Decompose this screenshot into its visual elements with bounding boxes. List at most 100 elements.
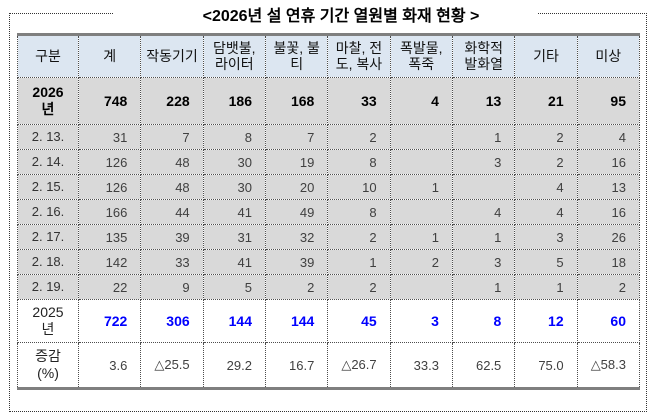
- table-row: 2. 15. 126 48 30 20 10 1 4 13: [17, 174, 641, 200]
- data-cell: 19: [264, 149, 329, 175]
- data-cell: 3: [451, 249, 516, 275]
- data-cell: 33.3: [389, 342, 453, 389]
- data-cell: 9: [140, 274, 204, 300]
- data-cell: 1: [451, 224, 516, 250]
- data-cell: 2: [264, 274, 329, 300]
- data-cell: 12: [514, 299, 578, 343]
- data-cell: 48: [140, 149, 204, 175]
- row-label: 2025년: [17, 299, 79, 343]
- data-cell: 8: [327, 149, 391, 175]
- data-cell: 48: [140, 174, 204, 200]
- table-row: 2026년 748 228 186 168 33 4 13 21 95: [17, 77, 641, 125]
- data-cell: 2: [576, 274, 641, 300]
- data-cell: 10: [327, 174, 391, 200]
- data-cell: 16.7: [264, 342, 329, 389]
- data-cell: [389, 149, 453, 175]
- data-cell: 126: [77, 174, 142, 200]
- data-cell: 39: [264, 249, 329, 275]
- row-label: 2. 14.: [17, 149, 79, 175]
- data-cell: [389, 274, 453, 300]
- data-cell: 1: [389, 224, 453, 250]
- data-cell: 2: [327, 124, 391, 150]
- table-row: 2025년 722 306 144 144 45 3 8 12 60: [17, 299, 641, 343]
- data-cell: 2: [327, 274, 391, 300]
- data-cell: 16: [576, 149, 641, 175]
- data-cell: 30: [202, 149, 266, 175]
- table-row: 2. 18. 142 33 41 39 1 2 3 5 18: [17, 249, 641, 275]
- table-body: 2026년 748 228 186 168 33 4 13 21 95 2. 13. 31 7 8 7 2 1 2…: [17, 77, 641, 389]
- table-row: 2. 17. 135 39 31 32 2 1 1 3 26: [17, 224, 641, 250]
- data-cell: 186: [202, 77, 266, 125]
- data-cell: 75.0: [514, 342, 578, 389]
- data-cell: 29.2: [202, 342, 266, 389]
- content-box: <2026년 설 연휴 기간 열원별 화재 현황 > 구분 계 작동기기 담뱃불, 라…: [9, 0, 647, 412]
- data-cell: 44: [140, 199, 204, 225]
- data-cell: 21: [514, 77, 578, 125]
- data-cell: 4: [514, 174, 578, 200]
- column-header: 기타: [514, 34, 578, 78]
- data-cell: 8: [451, 299, 516, 343]
- data-cell: 31: [202, 224, 266, 250]
- title-area: <2026년 설 연휴 기간 열원별 화재 현황 >: [114, 0, 538, 29]
- data-cell: 144: [264, 299, 329, 343]
- data-cell: 39: [140, 224, 204, 250]
- data-cell: 41: [202, 199, 266, 225]
- column-header: 계: [77, 34, 142, 78]
- row-label: 2. 19.: [17, 274, 79, 300]
- data-cell: 32: [264, 224, 329, 250]
- data-cell: 1: [451, 124, 516, 150]
- data-cell: 142: [77, 249, 142, 275]
- data-cell: 5: [202, 274, 266, 300]
- data-cell: 30: [202, 174, 266, 200]
- row-label: 2. 13.: [17, 124, 79, 150]
- data-cell: 2: [327, 224, 391, 250]
- data-cell: 33: [140, 249, 204, 275]
- row-label: 증감(%): [17, 342, 79, 389]
- data-cell: 16: [576, 199, 641, 225]
- data-cell: [389, 199, 453, 225]
- data-cell: △26.7: [327, 342, 391, 389]
- table-row: 2. 14. 126 48 30 19 8 3 2 16: [17, 149, 641, 175]
- data-cell: 2: [514, 124, 578, 150]
- data-cell: △58.3: [576, 342, 641, 389]
- table-row: 2. 13. 31 7 8 7 2 1 2 4: [17, 124, 641, 150]
- table-row: 2. 19. 22 9 5 2 2 1 1 2: [17, 274, 641, 300]
- row-label: 2. 15.: [17, 174, 79, 200]
- data-cell: 4: [576, 124, 641, 150]
- header-row: 구분 계 작동기기 담뱃불, 라이터 불꽃, 불티 마찰, 전도, 복사 폭발물, 폭죽 화학…: [17, 34, 641, 78]
- column-header: 구분: [17, 34, 79, 78]
- table-container: 구분 계 작동기기 담뱃불, 라이터 불꽃, 불티 마찰, 전도, 복사 폭발물, 폭죽 화학…: [17, 33, 641, 390]
- data-cell: 722: [77, 299, 142, 343]
- data-cell: 748: [77, 77, 142, 125]
- data-cell: △25.5: [140, 342, 204, 389]
- data-cell: 4: [514, 199, 578, 225]
- data-cell: 41: [202, 249, 266, 275]
- data-cell: 8: [327, 199, 391, 225]
- table-row: 2. 16. 166 44 41 49 8 4 4 16: [17, 199, 641, 225]
- column-header: 폭발물, 폭죽: [389, 34, 453, 78]
- data-cell: 4: [389, 77, 453, 125]
- data-cell: 49: [264, 199, 329, 225]
- column-header: 화학적 발화열: [451, 34, 516, 78]
- data-cell: 22: [77, 274, 142, 300]
- data-cell: 135: [77, 224, 142, 250]
- row-label: 2026년: [17, 77, 79, 125]
- row-label: 2. 17.: [17, 224, 79, 250]
- data-cell: 1: [389, 174, 453, 200]
- data-cell: 1: [327, 249, 391, 275]
- column-header: 미상: [576, 34, 641, 78]
- table-title: <2026년 설 연휴 기간 열원별 화재 현황 >: [202, 8, 480, 25]
- column-header: 마찰, 전도, 복사: [327, 34, 391, 78]
- data-cell: 31: [77, 124, 142, 150]
- data-cell: 8: [202, 124, 266, 150]
- data-cell: 2: [514, 149, 578, 175]
- data-cell: 45: [327, 299, 391, 343]
- data-cell: 20: [264, 174, 329, 200]
- data-cell: 3.6: [77, 342, 142, 389]
- row-label: 2. 18.: [17, 249, 79, 275]
- data-cell: 26: [576, 224, 641, 250]
- data-cell: 2: [389, 249, 453, 275]
- data-cell: 95: [576, 77, 641, 125]
- row-label: 2. 16.: [17, 199, 79, 225]
